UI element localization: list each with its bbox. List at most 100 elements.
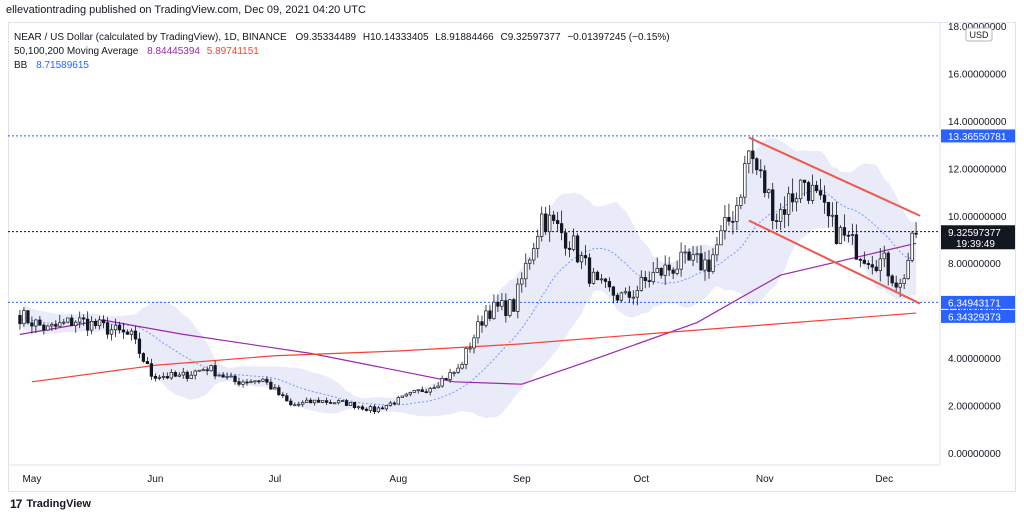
candle-body xyxy=(432,387,436,390)
candle-body xyxy=(74,321,78,326)
candle-body xyxy=(141,353,146,362)
ma50-line xyxy=(19,242,917,385)
candle-body xyxy=(185,371,189,379)
ma-label: 50,100,200 Moving Average xyxy=(14,46,139,57)
change-value: −0.01397245 (−0.15%) xyxy=(567,32,670,43)
currency-label: USD xyxy=(969,30,989,40)
candle-body xyxy=(552,214,556,221)
candle-body xyxy=(838,227,843,245)
ma-value-2: 5.89741151 xyxy=(206,46,259,57)
candle-body xyxy=(58,322,62,327)
last-price-tag-label: 9.32597377 xyxy=(948,228,1001,239)
candle-body xyxy=(324,400,329,403)
candle-body xyxy=(54,324,58,327)
candle-body xyxy=(189,374,193,379)
candle-body xyxy=(356,406,361,409)
candle-body xyxy=(229,375,233,378)
candle-body xyxy=(201,369,205,372)
candle-body xyxy=(747,150,751,164)
candle-body xyxy=(571,235,576,250)
candle-body xyxy=(611,286,616,296)
candle-body xyxy=(723,217,727,232)
candle-body xyxy=(854,234,859,260)
moving-averages xyxy=(19,242,917,385)
candle-body xyxy=(794,198,799,203)
candle-body xyxy=(555,220,560,224)
candlesticks xyxy=(18,136,918,415)
candle-body xyxy=(687,251,691,261)
resistance-tag-bg xyxy=(941,129,1015,143)
candle-body xyxy=(165,376,169,379)
candle-body xyxy=(193,370,197,376)
candle-body xyxy=(273,387,277,390)
ma200-tag-bg xyxy=(941,309,1015,323)
candle-body xyxy=(42,324,46,331)
candle-body xyxy=(97,319,102,327)
y-tick-label: 0.00000000 xyxy=(948,449,1001,460)
y-tick-label: 4.00000000 xyxy=(948,354,1001,365)
candle-body xyxy=(101,319,106,323)
candle-body xyxy=(802,179,807,183)
y-tick-label: 2.00000000 xyxy=(948,402,1001,413)
candle-body xyxy=(173,372,177,377)
candle-body xyxy=(237,381,241,385)
channel-line-lower xyxy=(748,219,921,305)
candle-body xyxy=(663,264,667,276)
candle-body xyxy=(739,196,743,206)
bollinger-band xyxy=(19,138,917,419)
candle-body xyxy=(26,310,30,324)
candle-body xyxy=(703,259,707,271)
candle-body xyxy=(416,389,420,392)
candle-body xyxy=(161,376,165,378)
candle-body xyxy=(62,321,66,324)
candle-body xyxy=(209,365,213,372)
candle-body xyxy=(241,381,245,385)
candle-body xyxy=(595,271,600,281)
candle-body xyxy=(253,380,257,383)
candle-body xyxy=(850,234,855,236)
candle-body xyxy=(388,402,393,406)
candle-body xyxy=(384,405,389,410)
candle-body xyxy=(699,253,703,271)
candle-body xyxy=(631,296,635,299)
candle-body xyxy=(285,395,289,402)
bb-basis-line xyxy=(19,189,917,406)
candle-body xyxy=(619,292,624,301)
candle-body xyxy=(659,267,663,276)
candle-body xyxy=(149,363,154,377)
candle-body xyxy=(372,406,377,413)
candle-body xyxy=(647,280,651,283)
candle-body xyxy=(508,299,512,317)
candle-body xyxy=(767,189,771,194)
candle-body xyxy=(448,372,452,380)
x-tick-label: May xyxy=(22,474,41,485)
candle-body xyxy=(635,290,639,298)
candle-body xyxy=(145,361,150,365)
candle-body xyxy=(826,201,831,217)
candle-body xyxy=(412,390,416,393)
candle-body xyxy=(301,402,305,405)
chart-frame[interactable] xyxy=(8,22,1016,492)
candle-body xyxy=(249,381,253,384)
candle-body xyxy=(440,378,444,387)
x-tick-label: Nov xyxy=(756,474,774,485)
candle-body xyxy=(456,367,460,373)
candle-body xyxy=(790,193,795,203)
candle-body xyxy=(153,375,158,379)
candle-body xyxy=(86,318,90,331)
candle-body xyxy=(50,324,54,327)
candle-body xyxy=(643,277,647,282)
candle-body xyxy=(129,330,134,335)
candle-body xyxy=(133,330,138,340)
candle-body xyxy=(93,321,98,327)
candle-body xyxy=(655,267,659,273)
candle-body xyxy=(559,223,564,234)
candle-body xyxy=(205,369,209,372)
y-tick-label: 8.00000000 xyxy=(948,259,1001,270)
candle-body xyxy=(623,291,628,294)
candle-body xyxy=(113,324,118,331)
candle-body xyxy=(834,214,839,245)
candle-body xyxy=(289,400,293,406)
candle-body xyxy=(46,325,50,331)
